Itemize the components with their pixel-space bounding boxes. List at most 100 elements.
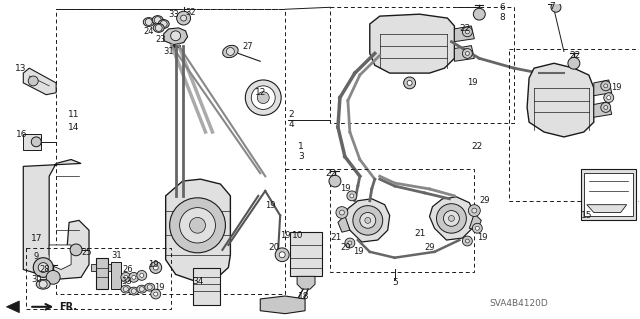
Circle shape: [404, 77, 415, 89]
Ellipse shape: [143, 18, 154, 26]
Circle shape: [150, 262, 162, 273]
Bar: [330, 169, 474, 272]
Circle shape: [474, 8, 485, 20]
Text: SVA4B4120D: SVA4B4120D: [489, 299, 548, 308]
Text: 26: 26: [123, 265, 134, 274]
Circle shape: [177, 11, 191, 25]
Circle shape: [353, 206, 383, 235]
Circle shape: [154, 17, 161, 24]
Circle shape: [140, 273, 144, 277]
Circle shape: [604, 93, 614, 102]
Circle shape: [132, 275, 136, 279]
Ellipse shape: [145, 283, 155, 291]
Circle shape: [31, 137, 41, 147]
Circle shape: [153, 265, 158, 270]
Polygon shape: [454, 26, 474, 42]
Text: 19: 19: [353, 247, 364, 256]
Text: 11: 11: [68, 110, 79, 119]
Circle shape: [151, 289, 161, 299]
Circle shape: [468, 205, 480, 217]
Ellipse shape: [36, 279, 50, 289]
Circle shape: [137, 271, 147, 280]
Bar: [91, 263, 96, 271]
Circle shape: [472, 208, 477, 213]
Polygon shape: [297, 276, 315, 289]
Polygon shape: [345, 199, 390, 242]
Circle shape: [145, 19, 152, 26]
Circle shape: [472, 223, 483, 233]
Circle shape: [607, 96, 611, 100]
Circle shape: [252, 86, 275, 109]
Circle shape: [124, 287, 129, 292]
Circle shape: [444, 211, 460, 226]
Text: 9: 9: [33, 252, 38, 261]
Text: 21: 21: [330, 233, 341, 241]
Circle shape: [465, 30, 469, 34]
Polygon shape: [49, 245, 71, 270]
Circle shape: [436, 204, 467, 233]
Text: 28: 28: [39, 265, 50, 274]
Polygon shape: [164, 28, 188, 45]
Polygon shape: [23, 68, 56, 95]
Circle shape: [39, 280, 47, 288]
Bar: [581, 169, 636, 220]
Circle shape: [465, 51, 469, 56]
Text: 22: 22: [460, 24, 470, 33]
Text: 20: 20: [268, 243, 280, 252]
Ellipse shape: [153, 24, 164, 32]
Circle shape: [350, 194, 354, 198]
Text: 27: 27: [243, 42, 253, 51]
Circle shape: [189, 218, 205, 233]
Text: 8: 8: [499, 13, 505, 22]
Text: 10: 10: [292, 231, 303, 240]
Text: 13: 13: [15, 64, 27, 73]
Polygon shape: [454, 46, 474, 61]
Text: 19: 19: [265, 201, 276, 210]
Text: 29: 29: [424, 243, 435, 252]
Bar: [56, 9, 285, 294]
Text: 12: 12: [255, 88, 267, 97]
Text: 19: 19: [611, 83, 621, 92]
Bar: [330, 7, 514, 123]
Text: 2: 2: [288, 110, 294, 119]
Text: 23: 23: [156, 35, 166, 44]
Bar: [96, 258, 108, 289]
Circle shape: [131, 289, 136, 293]
Text: 7: 7: [549, 2, 555, 11]
Circle shape: [462, 48, 472, 58]
Bar: [111, 262, 121, 289]
Text: 19: 19: [280, 231, 291, 240]
Text: 25: 25: [81, 248, 92, 257]
Polygon shape: [6, 301, 19, 313]
Circle shape: [476, 226, 479, 230]
Circle shape: [551, 2, 561, 12]
Circle shape: [336, 207, 348, 219]
Text: 6: 6: [499, 3, 505, 12]
Text: 21: 21: [415, 229, 426, 238]
Bar: [26, 248, 171, 309]
Bar: [290, 232, 322, 276]
Circle shape: [462, 27, 472, 37]
Text: 19: 19: [154, 283, 164, 292]
Bar: [584, 173, 632, 217]
Circle shape: [140, 287, 144, 292]
Circle shape: [329, 175, 341, 187]
Circle shape: [601, 102, 611, 112]
Bar: [108, 263, 113, 271]
Polygon shape: [23, 160, 89, 279]
Circle shape: [180, 15, 187, 21]
Circle shape: [147, 285, 152, 290]
Circle shape: [275, 248, 289, 262]
Text: 19: 19: [477, 233, 488, 241]
Ellipse shape: [129, 287, 139, 295]
Circle shape: [568, 57, 580, 69]
Circle shape: [154, 292, 157, 296]
Circle shape: [28, 76, 38, 86]
Circle shape: [245, 80, 281, 115]
Circle shape: [604, 84, 608, 88]
Bar: [23, 134, 41, 150]
Text: 34: 34: [193, 277, 204, 286]
Polygon shape: [587, 205, 627, 212]
Polygon shape: [370, 14, 454, 73]
Circle shape: [227, 48, 234, 56]
